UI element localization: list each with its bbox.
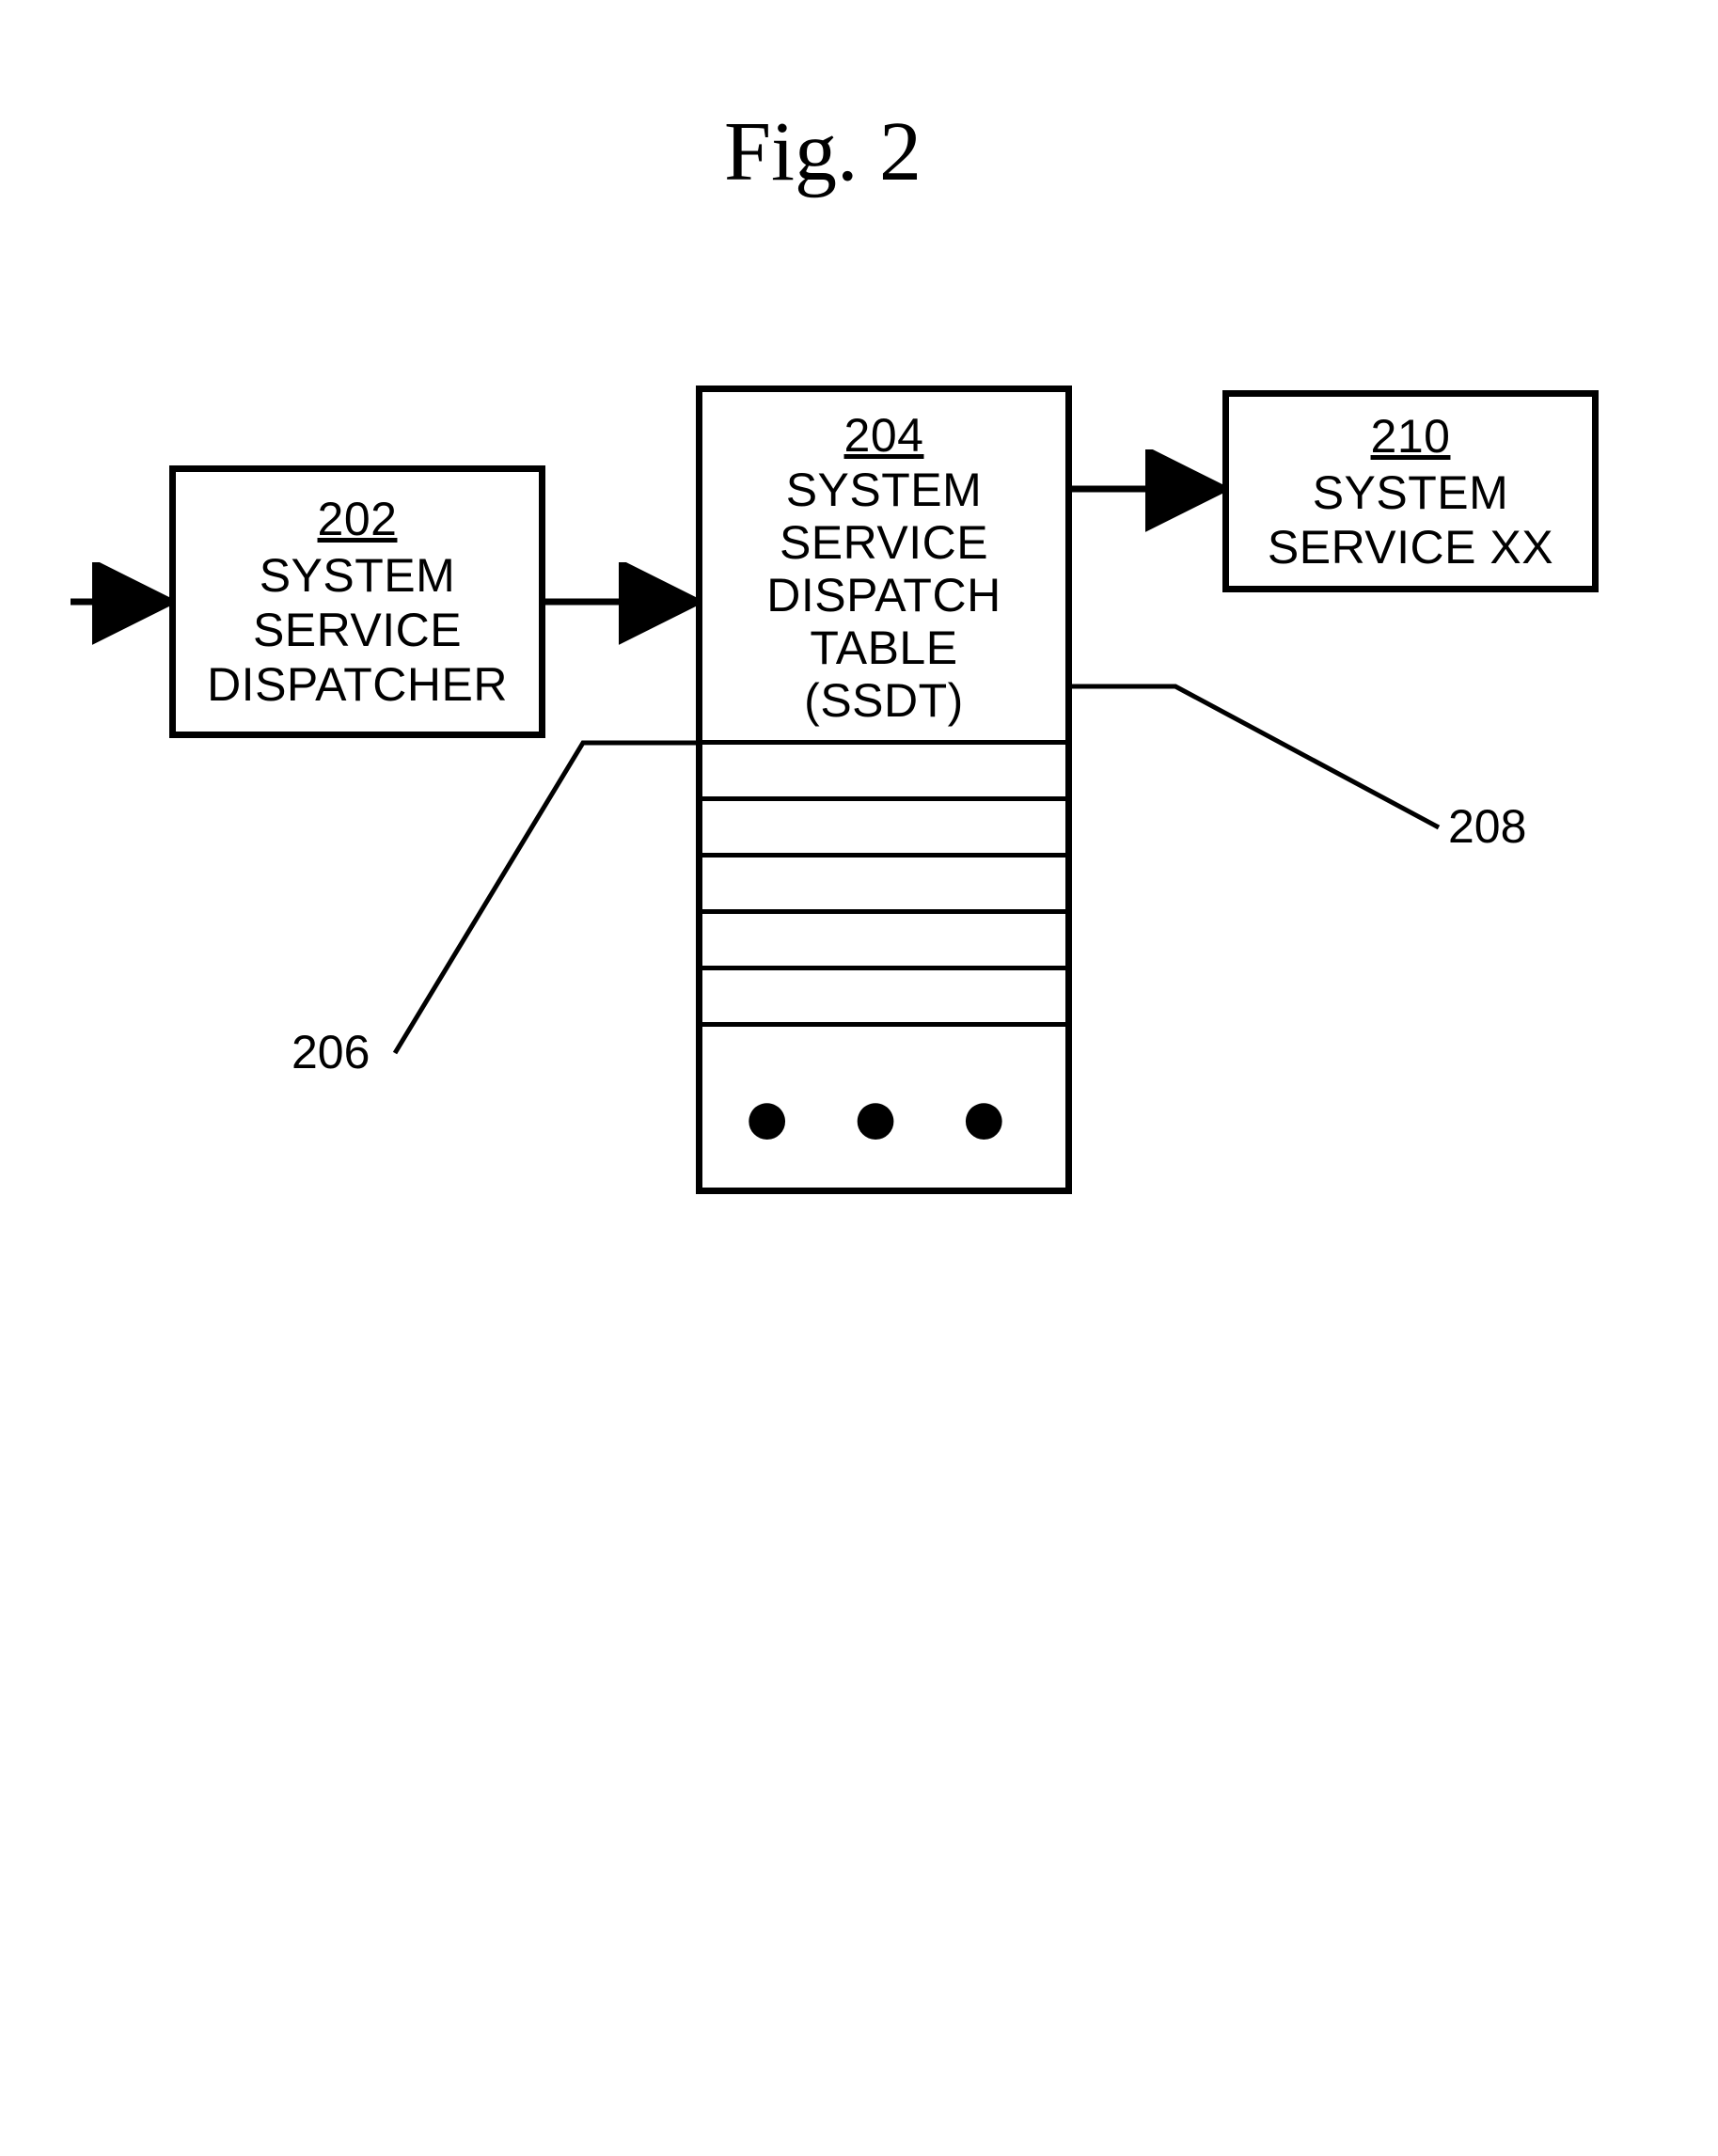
service-line1: SYSTEM [1229,466,1592,521]
callout-line-206 [395,743,696,1053]
service-box: 210 SYSTEM SERVICE XX [1222,390,1599,592]
ssdt-row [702,909,1065,966]
dispatcher-ref: 202 [318,493,398,545]
service-ref: 210 [1371,410,1451,463]
ssdt-ref: 204 [844,409,924,462]
ssdt-ellipsis: ● ● ● [702,1069,1065,1166]
ssdt-row [702,966,1065,1022]
ssdt-row [702,1022,1065,1027]
service-line2: SERVICE XX [1229,521,1592,575]
dispatcher-line2: SERVICE [176,604,539,658]
dispatcher-box: 202 SYSTEM SERVICE DISPATCHER [169,465,545,738]
ssdt-line2: SERVICE [702,516,1065,571]
callout-line-208 [1072,686,1439,827]
callout-206-label: 206 [292,1025,370,1079]
dispatcher-line1: SYSTEM [176,549,539,604]
ssdt-line4: TABLE [702,622,1065,676]
ssdt-box: 204 SYSTEM SERVICE DISPATCH TABLE (SSDT)… [696,386,1072,1194]
ssdt-row [702,853,1065,909]
ssdt-line3: DISPATCH [702,569,1065,623]
ssdt-row [702,740,1065,796]
ssdt-line1: SYSTEM [702,464,1065,518]
figure-stage: Fig. 2 202 SYSTEM SERVICE DISPATCHER 204 [0,0,1718,2156]
ssdt-line5: (SSDT) [702,674,1065,729]
callout-208-label: 208 [1448,799,1526,854]
ssdt-row [702,796,1065,853]
dispatcher-line3: DISPATCHER [176,658,539,713]
